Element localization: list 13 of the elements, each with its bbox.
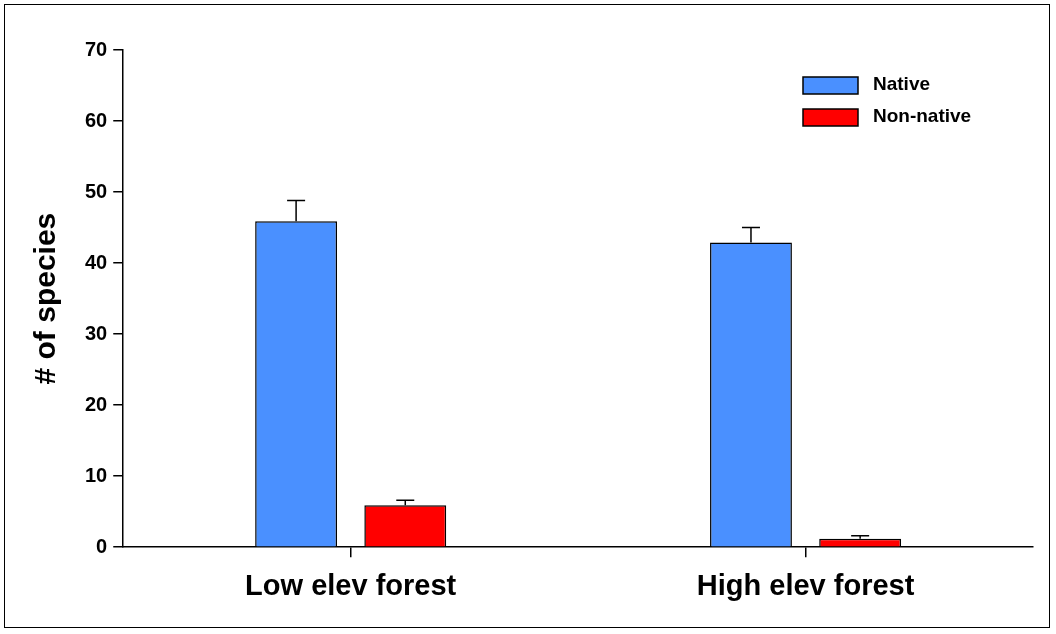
y-tick-label: 20 xyxy=(85,392,108,415)
y-tick-label: 30 xyxy=(85,321,108,344)
y-tick-label: 10 xyxy=(85,463,108,486)
legend-label: Non-native xyxy=(873,105,972,127)
y-tick-label: 70 xyxy=(85,37,108,60)
y-tick-label: 50 xyxy=(85,179,108,202)
legend-label: Native xyxy=(873,73,931,95)
y-tick-label: 40 xyxy=(85,250,108,273)
y-tick-label: 60 xyxy=(85,108,108,131)
x-tick-label: Low elev forest xyxy=(245,568,457,601)
y-tick-label: 0 xyxy=(96,534,108,557)
y-axis-title: # of species xyxy=(28,212,62,385)
x-tick-label: High elev forest xyxy=(696,568,915,601)
